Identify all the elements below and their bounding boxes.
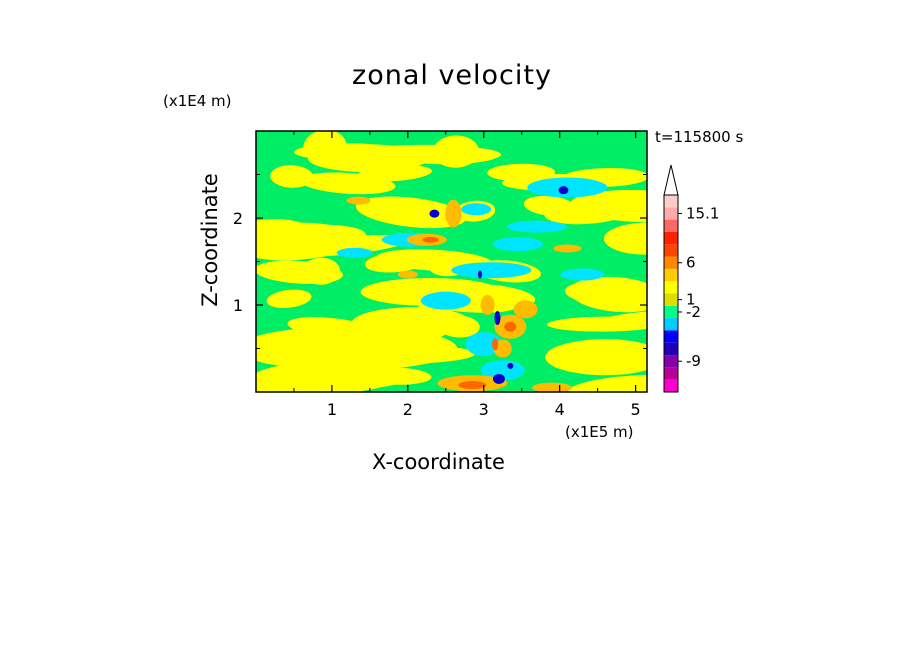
colorbar-extend-arrow — [663, 164, 679, 196]
colorbar: 15.1 6 1-2 -9 — [663, 164, 719, 393]
field-patch-positive — [445, 199, 462, 228]
colorbar-label: 15.1 — [686, 204, 719, 222]
chart-title: zonal velocity — [352, 60, 552, 91]
field-band-positive — [603, 222, 647, 255]
colorbar-segment — [664, 195, 678, 208]
field-band-positive — [438, 315, 480, 338]
field-patch-positive — [397, 270, 418, 279]
field-patch-positive — [480, 295, 495, 315]
field-band-positive — [569, 276, 647, 313]
contour-field — [256, 131, 647, 392]
colorbar-segment — [664, 244, 678, 257]
field-band-positive — [256, 219, 312, 252]
field-band-positive — [256, 260, 343, 284]
field-band-positive — [284, 234, 411, 257]
x-axis-ticks: 1 2 3 4 5 — [293, 131, 641, 419]
field-patch-strong-positive — [422, 236, 439, 243]
field-band-positive — [359, 367, 432, 385]
x-tick-label: 1 — [327, 400, 337, 419]
field-patch-negative — [560, 268, 605, 281]
time-annotation: t=115800 s — [655, 128, 744, 146]
x-tick-label: 2 — [403, 400, 413, 419]
field-band-positive — [266, 289, 312, 309]
colorbar-segment — [664, 318, 678, 331]
field-core-strong-negative — [494, 311, 501, 326]
colorbar-label: -2 — [686, 303, 701, 321]
field-core-strong-negative — [558, 186, 569, 195]
colorbar-segment — [664, 207, 678, 220]
field-patch-strong-positive — [458, 381, 487, 390]
colorbar-segment — [664, 305, 678, 319]
y-axis-ticks: 12 — [233, 174, 647, 349]
field-patch-positive — [346, 196, 371, 205]
colorbar-segment — [664, 342, 678, 356]
field-patch-negative — [465, 332, 502, 357]
field-patch-negative — [451, 262, 532, 279]
field-patch-positive — [493, 339, 512, 358]
field-patch-negative — [527, 177, 608, 198]
field-patch-negative — [336, 247, 373, 258]
colorbar-segment — [664, 367, 678, 380]
field-patch-strong-positive — [492, 338, 499, 351]
field-patch-negative — [461, 203, 492, 216]
field-band-positive — [356, 165, 433, 182]
field-region-positive — [545, 339, 647, 376]
field-patch-negative — [506, 220, 567, 233]
field-core-strong-negative — [492, 373, 505, 384]
colorbar-label: 1 — [686, 291, 696, 309]
field-patch-positive — [532, 382, 573, 392]
field-band-positive — [355, 196, 467, 229]
x-tick-label: 4 — [555, 400, 565, 419]
field-patch-negative — [492, 237, 543, 252]
field-band-positive — [303, 131, 347, 164]
colorbar-segment — [664, 219, 678, 232]
x-tick-label: 3 — [479, 400, 489, 419]
field-band-positive — [361, 144, 502, 163]
field-band-positive — [570, 189, 647, 223]
field-patch-positive — [553, 244, 582, 253]
field-band-positive — [568, 374, 647, 392]
field-core-strong-negative — [429, 209, 440, 218]
colorbar-segment — [664, 330, 678, 343]
field-patch-negative — [480, 360, 525, 381]
colorbar-segment — [664, 256, 678, 269]
colorbar-segment — [664, 355, 678, 368]
field-core-strong-negative — [477, 270, 482, 279]
x-tick-label: 5 — [631, 400, 641, 419]
colorbar-segment — [664, 293, 678, 306]
x-axis-label: X-coordinate — [372, 450, 505, 474]
colorbar-label: 6 — [686, 254, 696, 272]
colorbar-segment — [664, 268, 678, 282]
colorbar-segment — [664, 281, 678, 294]
field-region-positive — [256, 326, 458, 371]
field-patch-negative — [420, 291, 471, 310]
colorbar-segment — [664, 231, 678, 245]
y-tick-label: 2 — [233, 209, 243, 228]
y-tick-label: 1 — [233, 296, 243, 315]
field-patch-positive — [513, 300, 538, 319]
colorbar-segment — [664, 379, 678, 392]
field-band-positive — [270, 165, 314, 188]
x-axis-scale-label: (x1E5 m) — [565, 423, 634, 441]
y-axis-scale-label: (x1E4 m) — [163, 92, 232, 110]
colorbar-label: -9 — [686, 352, 701, 370]
field-band-positive — [523, 195, 576, 216]
field-patch-strong-positive — [504, 321, 517, 332]
field-core-strong-negative — [507, 362, 514, 369]
